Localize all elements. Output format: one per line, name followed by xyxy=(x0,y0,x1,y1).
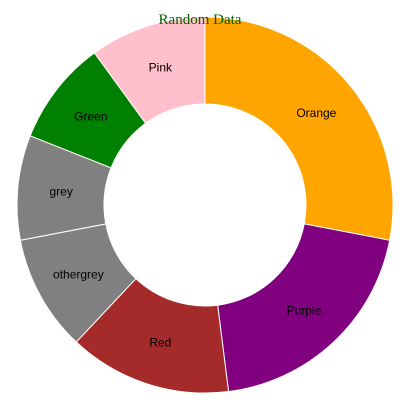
labels-group: Orange Purple Red othergrey grey Green Pink xyxy=(49,61,336,350)
slice-label-purple: Purple xyxy=(287,303,322,317)
chart-title: Random Data xyxy=(159,12,242,28)
slice-pink xyxy=(93,16,206,124)
slice-purple xyxy=(217,223,391,393)
slices-group xyxy=(16,16,394,394)
slice-label-red: Red xyxy=(149,335,171,349)
slice-label-grey: grey xyxy=(49,184,72,198)
slice-label-othergrey: othergrey xyxy=(53,268,104,282)
slice-label-green: Green xyxy=(74,109,107,123)
slice-label-pink: Pink xyxy=(149,61,173,75)
slice-label-orange: Orange xyxy=(296,106,336,120)
slice-orange xyxy=(204,16,394,241)
